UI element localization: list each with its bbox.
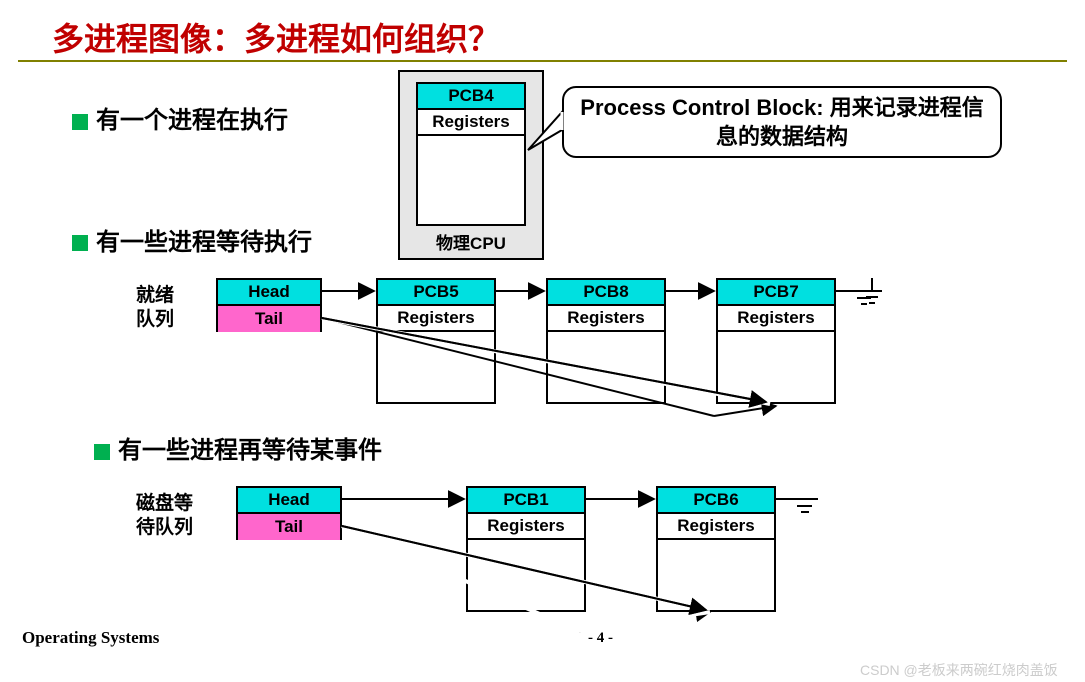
- queue1-label1: 就绪: [136, 280, 174, 307]
- queue1-tail: Tail: [218, 306, 320, 332]
- pcb6-box: PCB6 Registers: [656, 486, 776, 612]
- slide-title: 多进程图像：多进程如何组织？: [52, 14, 500, 60]
- title-part1: 多进程图像：多进程如何组织: [52, 21, 468, 57]
- pcb-registers: Registers: [378, 306, 494, 332]
- pcb-box-cpu: PCB4 Registers: [416, 82, 526, 226]
- pcb-registers: Registers: [658, 514, 774, 540]
- watermark: CSDN @老板来两碗红烧肉盖饭: [860, 660, 1058, 680]
- bullet-icon: [72, 114, 88, 130]
- pcb-header: PCB6: [658, 488, 774, 514]
- queue1-box: Head Tail: [216, 278, 322, 332]
- pcb5-box: PCB5 Registers: [376, 278, 496, 404]
- bullet-1: 有一个进程在执行: [96, 100, 288, 135]
- queue2-label1: 磁盘等: [136, 488, 193, 515]
- title-underline: [18, 60, 1067, 62]
- pcb-header: PCB4: [418, 84, 524, 110]
- queue2-label2: 待队列: [136, 512, 193, 539]
- title-part2: ？: [468, 21, 500, 57]
- pcb-registers: Registers: [718, 306, 834, 332]
- queue2-head: Head: [238, 488, 340, 514]
- queue2-box: Head Tail: [236, 486, 342, 540]
- footer-text: Operating Systems: [22, 628, 159, 648]
- pcb-header: PCB5: [378, 280, 494, 306]
- queue1-head: Head: [218, 280, 320, 306]
- pcb1-box: PCB1 Registers: [466, 486, 586, 612]
- bullet-2: 有一些进程等待执行: [96, 222, 312, 257]
- bullet-icon: [72, 235, 88, 251]
- bullet-icon: [94, 444, 110, 460]
- queue1-label2: 队列: [136, 304, 174, 331]
- pcb8-box: PCB8 Registers: [546, 278, 666, 404]
- cpu-label: 物理CPU: [400, 229, 542, 254]
- callout-line1: Process Control Block:: [580, 95, 829, 120]
- pcb-registers: Registers: [468, 514, 584, 540]
- pcb-header: PCB1: [468, 488, 584, 514]
- queue2-tail: Tail: [238, 514, 340, 540]
- callout-box: Process Control Block: 用来记录进程信息的数据结构: [562, 86, 1002, 158]
- pcb7-box: PCB7 Registers: [716, 278, 836, 404]
- page-number: - 4 -: [588, 630, 613, 647]
- pcb-header: PCB8: [548, 280, 664, 306]
- pcb-header: PCB7: [718, 280, 834, 306]
- pcb-registers: Registers: [548, 306, 664, 332]
- bullet-3: 有一些进程再等待某事件: [118, 430, 382, 465]
- pcb-registers: Registers: [418, 110, 524, 136]
